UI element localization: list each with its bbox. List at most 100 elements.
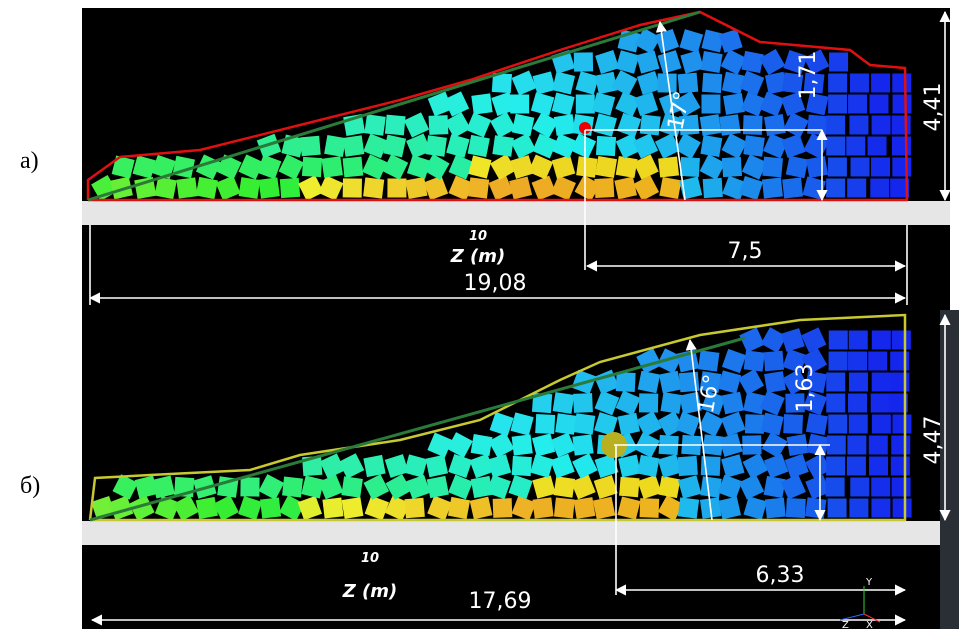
block (512, 114, 535, 137)
block (619, 477, 640, 498)
block (828, 158, 847, 177)
block (678, 73, 699, 94)
block (892, 158, 911, 177)
drop: 1,71 (796, 51, 821, 100)
block (322, 497, 343, 518)
ground-a (82, 201, 950, 225)
block (698, 350, 719, 371)
block (871, 394, 890, 413)
block (847, 179, 866, 198)
block (722, 157, 742, 177)
block (828, 74, 847, 93)
block (826, 457, 845, 476)
block (425, 135, 446, 156)
block (892, 478, 911, 497)
block (719, 114, 741, 136)
block (702, 73, 722, 93)
edge (940, 310, 959, 629)
block (640, 498, 660, 518)
block (341, 476, 363, 498)
block (342, 497, 364, 519)
block (554, 114, 576, 136)
block (826, 137, 845, 156)
block (892, 74, 911, 93)
block (321, 156, 342, 177)
block (849, 331, 868, 350)
block (890, 373, 909, 392)
block (826, 179, 845, 198)
block (872, 116, 891, 135)
block (893, 95, 912, 114)
block (848, 394, 867, 413)
block (640, 115, 661, 136)
block (282, 477, 303, 498)
block (764, 114, 786, 136)
block (468, 177, 489, 198)
block (302, 157, 322, 177)
block (868, 137, 887, 156)
block (826, 478, 845, 497)
block (743, 115, 763, 135)
block (762, 157, 783, 178)
block (850, 478, 869, 497)
block (848, 352, 867, 371)
block (847, 457, 866, 476)
block (826, 373, 845, 392)
block (343, 157, 364, 178)
block (364, 114, 385, 135)
block (680, 157, 700, 177)
block (639, 393, 658, 412)
block (892, 331, 911, 350)
block (848, 95, 867, 114)
block (572, 434, 593, 455)
block (806, 156, 828, 178)
block (829, 53, 848, 72)
block (427, 476, 449, 498)
height: 4,41 (921, 83, 946, 132)
block (594, 178, 614, 198)
length: 19,08 (464, 271, 527, 296)
block (404, 498, 424, 518)
block (782, 178, 803, 199)
block (851, 158, 870, 177)
block (574, 52, 593, 71)
block (871, 499, 890, 518)
block (849, 415, 868, 434)
block (764, 476, 786, 498)
block (872, 415, 891, 434)
block (721, 392, 743, 414)
height: 4,47 (921, 416, 946, 465)
block (701, 456, 721, 476)
block (890, 352, 909, 371)
block (700, 135, 722, 157)
axis-label: Z (m) (342, 581, 398, 602)
block (870, 179, 889, 198)
block (764, 351, 785, 372)
block (807, 115, 828, 136)
block (492, 135, 514, 157)
length: 17,69 (469, 589, 532, 614)
block (448, 497, 470, 519)
block (828, 415, 847, 434)
block (196, 177, 218, 199)
block (616, 372, 636, 392)
block (722, 72, 745, 95)
block (870, 95, 889, 114)
block (510, 94, 529, 113)
block (280, 178, 300, 198)
block (892, 137, 911, 156)
block (828, 95, 847, 114)
block (764, 371, 786, 393)
block (892, 116, 911, 135)
block (555, 413, 576, 434)
block (196, 497, 218, 519)
block (660, 392, 682, 414)
block (806, 413, 828, 435)
block (849, 116, 868, 135)
block (574, 497, 596, 519)
block (363, 177, 384, 198)
block (700, 114, 722, 136)
block (573, 393, 593, 413)
block (872, 331, 891, 350)
panel-label: а) (20, 148, 39, 174)
